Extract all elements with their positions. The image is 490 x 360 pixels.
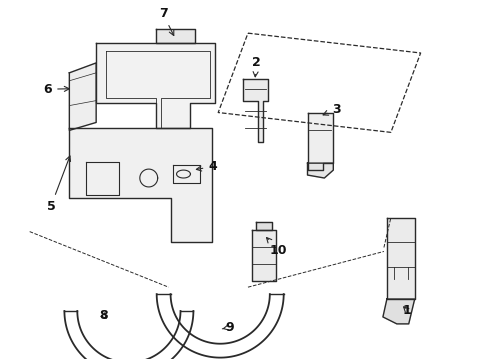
Polygon shape [156, 29, 196, 43]
Polygon shape [308, 113, 333, 170]
Text: 10: 10 [267, 238, 287, 257]
Text: 4: 4 [196, 160, 217, 173]
Text: 2: 2 [252, 56, 261, 77]
Text: 5: 5 [47, 156, 71, 213]
Polygon shape [243, 79, 268, 142]
Polygon shape [96, 43, 215, 129]
Polygon shape [387, 218, 415, 299]
Text: 7: 7 [159, 7, 174, 36]
Text: 1: 1 [403, 304, 412, 317]
Polygon shape [70, 129, 212, 242]
Polygon shape [70, 63, 96, 130]
Text: 8: 8 [99, 309, 108, 322]
Text: 9: 9 [222, 321, 234, 334]
Polygon shape [256, 222, 272, 230]
Polygon shape [383, 299, 415, 324]
Text: 3: 3 [323, 103, 341, 116]
Polygon shape [308, 163, 333, 178]
Polygon shape [252, 230, 276, 281]
Text: 6: 6 [44, 83, 69, 96]
